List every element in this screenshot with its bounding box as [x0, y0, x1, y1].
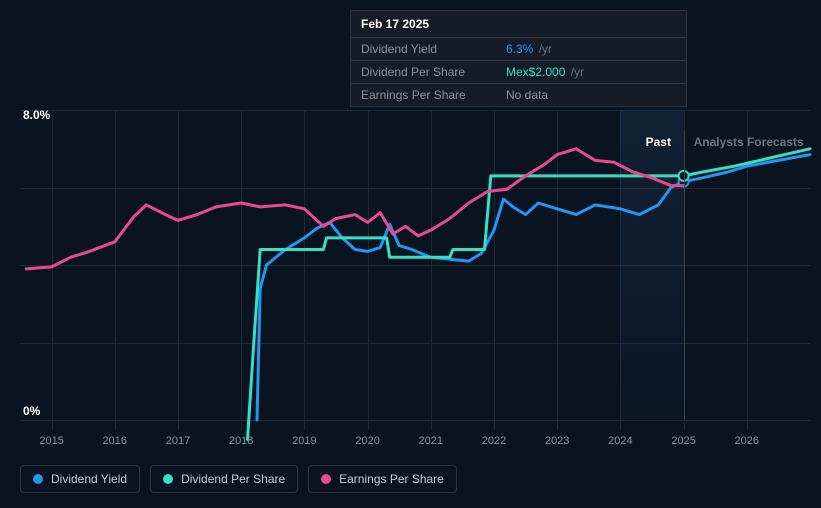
- x-axis-tick: 2016: [103, 435, 127, 447]
- hover-tooltip: Feb 17 2025 Dividend Yield6.3% /yrDivide…: [350, 10, 687, 107]
- tooltip-row: Dividend Per ShareMex$2.000 /yr: [351, 61, 686, 84]
- tooltip-value: 6.3% /yr: [506, 42, 552, 56]
- legend-dot-icon: [163, 474, 173, 484]
- x-axis-tick: 2018: [229, 435, 253, 447]
- gridline-h: [20, 420, 810, 421]
- x-axis-tick: 2021: [419, 435, 443, 447]
- legend-label: Dividend Per Share: [181, 472, 285, 486]
- legend-dot-icon: [33, 474, 43, 484]
- tooltip-date: Feb 17 2025: [351, 11, 686, 38]
- x-axis-tick: 2023: [545, 435, 569, 447]
- chart-lines: [20, 110, 810, 420]
- legend: Dividend Yield Dividend Per Share Earnings…: [20, 465, 457, 493]
- legend-item[interactable]: Earnings Per Share: [308, 465, 457, 493]
- tooltip-key: Dividend Yield: [361, 42, 506, 56]
- x-axis-tick: 2022: [482, 435, 506, 447]
- x-axis-tick: 2020: [355, 435, 379, 447]
- past-label: Past: [646, 135, 671, 149]
- x-axis-tick: 2024: [608, 435, 632, 447]
- tooltip-row: Dividend Yield6.3% /yr: [351, 38, 686, 61]
- legend-item[interactable]: Dividend Per Share: [150, 465, 298, 493]
- forecast-label: Analysts Forecasts: [694, 135, 804, 149]
- x-axis-tick: 2017: [166, 435, 190, 447]
- x-axis-tick: 2015: [39, 435, 63, 447]
- x-axis-tick: 2019: [292, 435, 316, 447]
- legend-label: Dividend Yield: [51, 472, 127, 486]
- x-axis-tick: 2025: [671, 435, 695, 447]
- tooltip-row: Earnings Per ShareNo data: [351, 84, 686, 106]
- tooltip-key: Dividend Per Share: [361, 65, 506, 79]
- series-line-dividend-yield: [257, 155, 810, 420]
- legend-label: Earnings Per Share: [339, 472, 444, 486]
- legend-dot-icon: [321, 474, 331, 484]
- past-forecast-divider: [684, 130, 685, 420]
- tooltip-value: Mex$2.000 /yr: [506, 65, 584, 79]
- tooltip-key: Earnings Per Share: [361, 88, 506, 102]
- legend-item[interactable]: Dividend Yield: [20, 465, 140, 493]
- tooltip-value: No data: [506, 88, 548, 102]
- x-axis-tick: 2026: [735, 435, 759, 447]
- series-line-dividend-per-share: [248, 149, 811, 440]
